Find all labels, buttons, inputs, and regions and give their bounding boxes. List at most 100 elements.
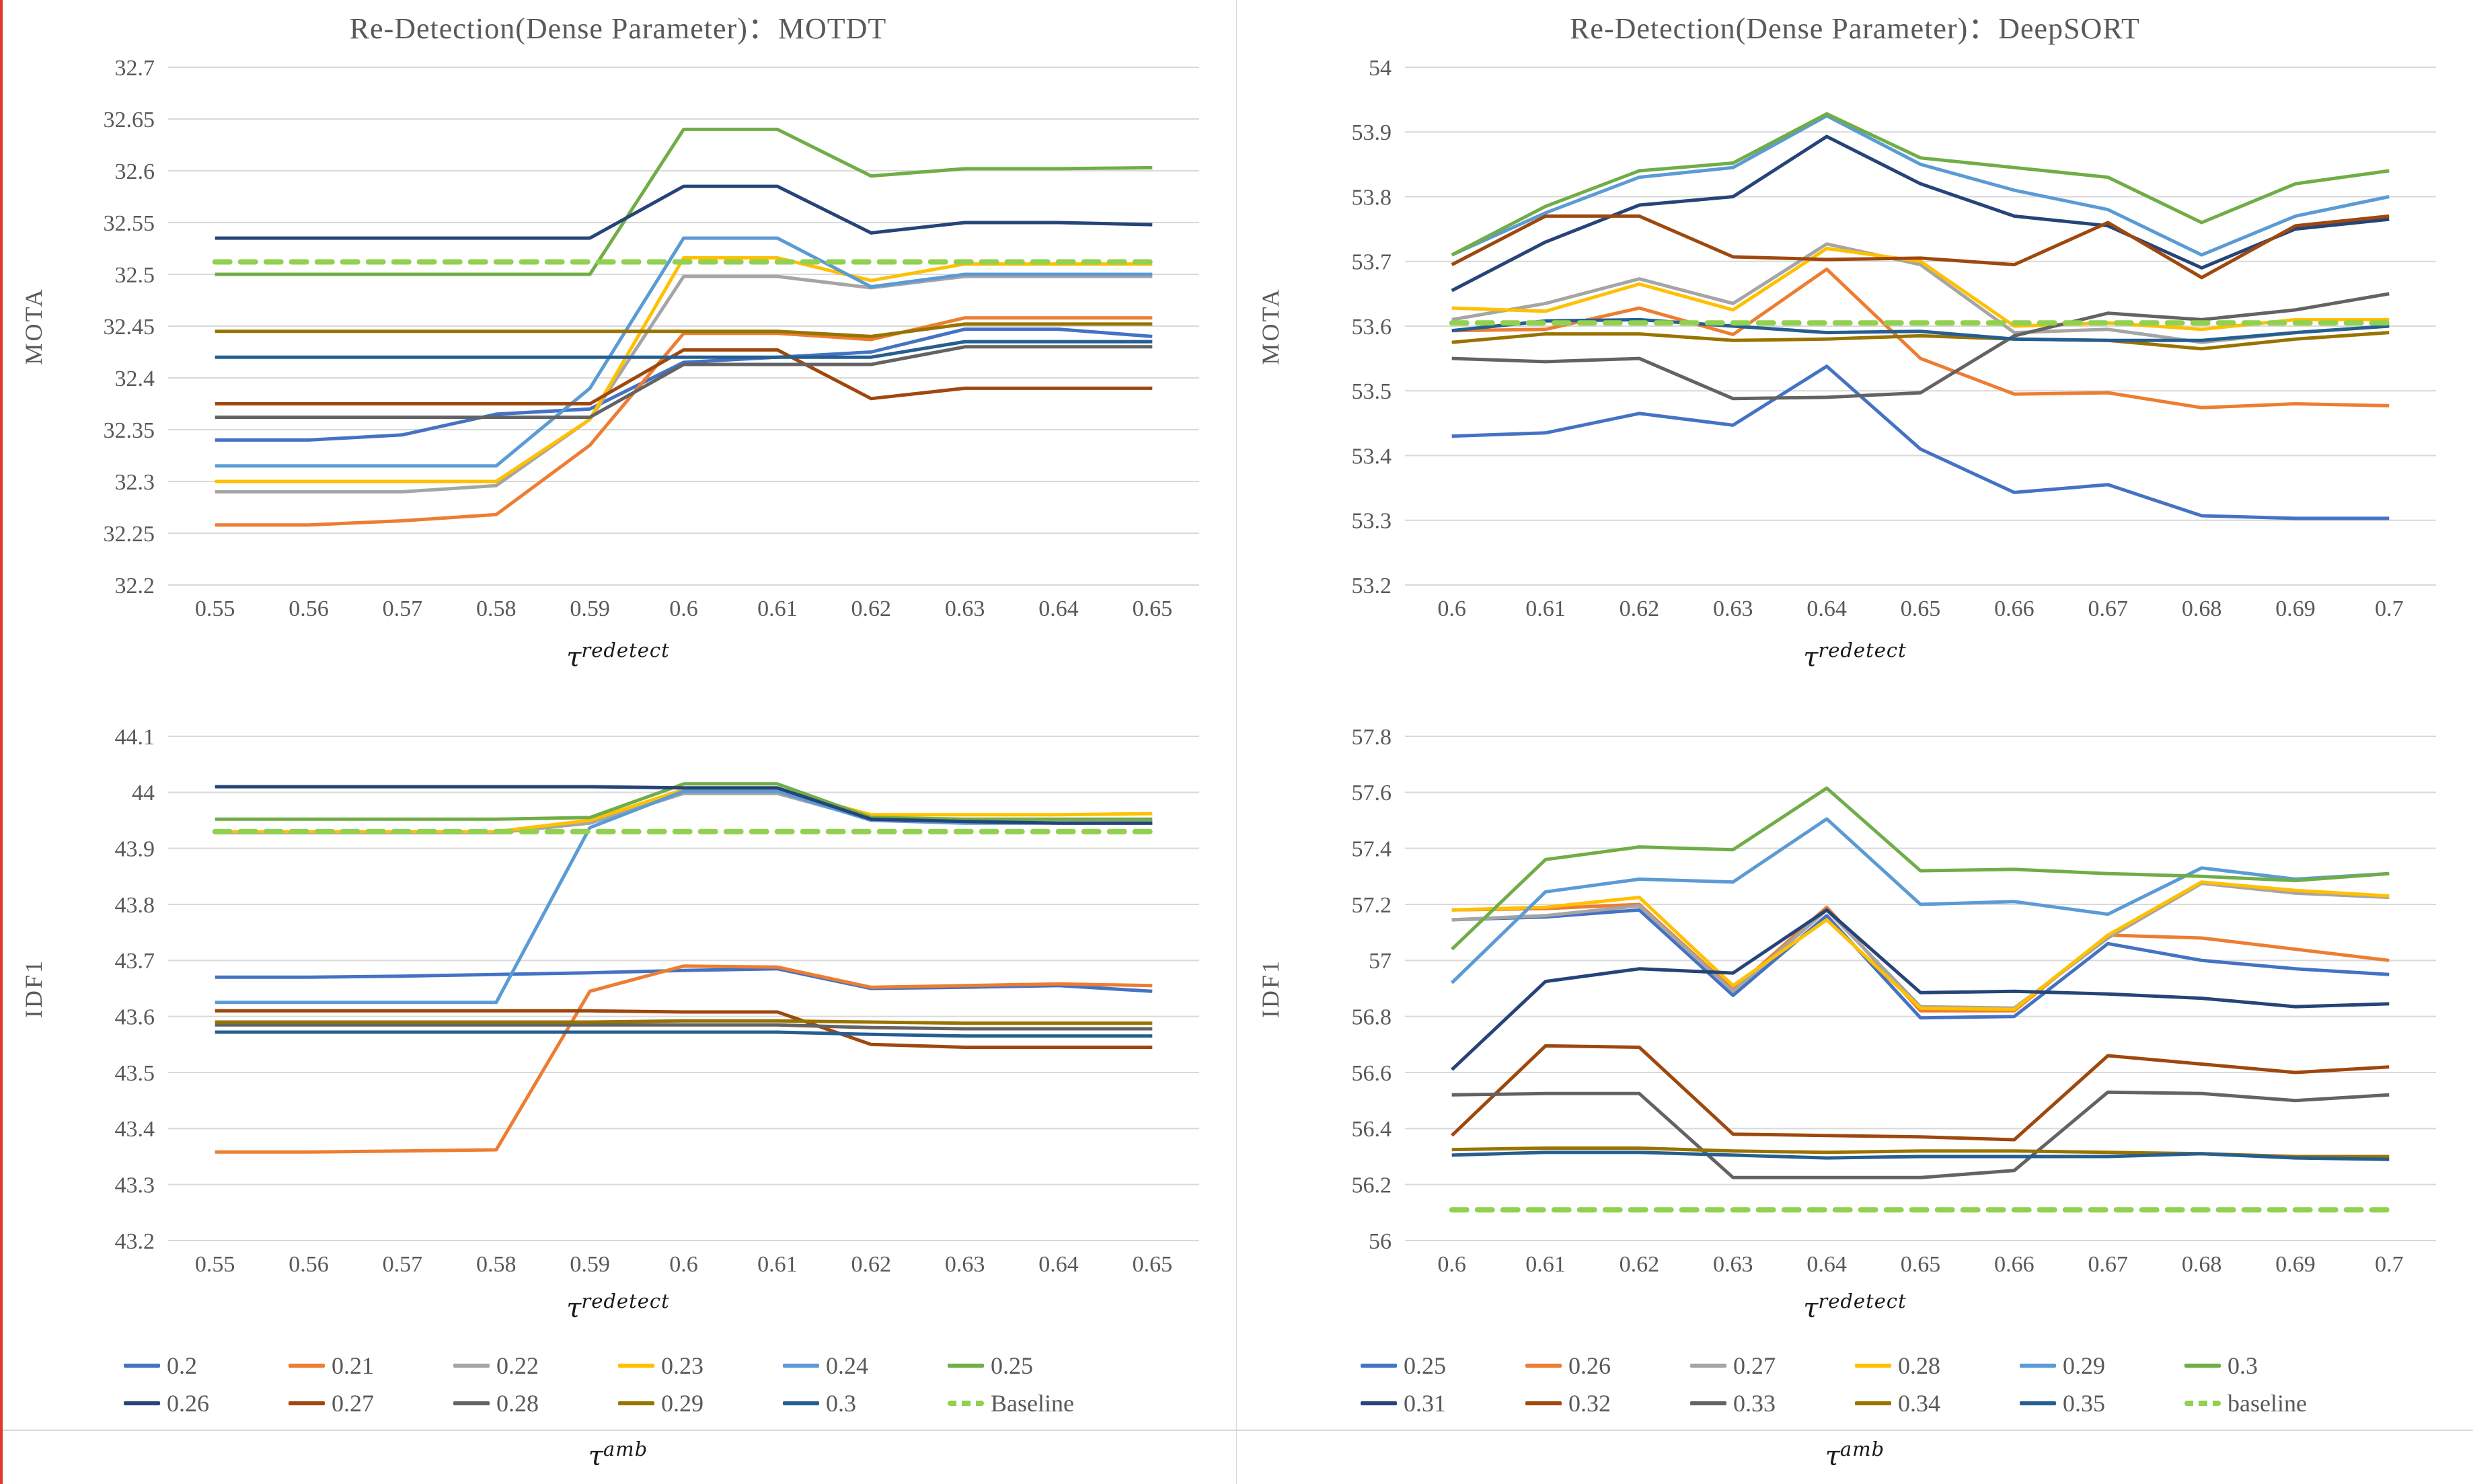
x-tick-label: 0.69	[2275, 596, 2316, 621]
legend-label: 0.33	[1733, 1390, 1776, 1417]
legend-label: 0.29	[2063, 1352, 2105, 1379]
series-line-0.23	[215, 256, 1153, 483]
series-line-0.31	[1451, 134, 2390, 292]
x-tick-label: 0.65	[1133, 596, 1173, 621]
series-line-0.25	[1451, 908, 2390, 1020]
series-line-0.35	[1451, 1150, 2390, 1161]
legend-label: 0.22	[496, 1352, 539, 1379]
legend-swatch-line	[1855, 1401, 1891, 1405]
x-tick-label: 0.62	[851, 1252, 891, 1277]
legend-item-baseline: baseline	[2184, 1389, 2349, 1417]
legend-swatch-line	[783, 1401, 819, 1405]
y-tick-labels: 56 56.2 56.4 56.6 56.8 57 57.2 57.4 57.6 57.8	[1352, 725, 1392, 1254]
legend-label: 0.35	[2063, 1390, 2105, 1417]
y-tick-label: 43.8	[115, 893, 155, 918]
legend-item-0.24: 0.24	[783, 1352, 948, 1380]
legend-swatch-dashed-line	[948, 1401, 984, 1406]
x-tick-label: 0.57	[383, 1252, 423, 1277]
chart-motdt-idf1: 43.2 43.3 43.4 43.5 43.6 43.7 43.8 43.9 44 44.1 0.…	[20, 725, 1199, 1277]
series-line-0.25	[1451, 364, 2390, 520]
x-tick-label: 0.66	[1994, 596, 2034, 621]
series-line-0.29	[215, 1019, 1153, 1025]
legend-label: 0.3	[2228, 1352, 2258, 1379]
legend-swatch-line	[2020, 1364, 2056, 1368]
y-tick-label: 53.9	[1352, 120, 1392, 145]
x-tick-label: 0.64	[1806, 596, 1847, 621]
series-line-0.2	[215, 327, 1153, 442]
legend-item-0.3: 0.3	[2184, 1352, 2349, 1380]
panel-deepsort: Re-Detection(Dense Parameter)：DeepSORT 5…	[1237, 0, 2473, 1484]
legend-swatch-dashed-line	[2184, 1401, 2221, 1406]
x-tick-label: 0.64	[1038, 1252, 1079, 1277]
legend-motdt: 0.2 0.21 0.22 0.23 0.24 0.25 0.26 0.27 0.28 0.29 0…	[0, 1352, 1236, 1427]
legend-swatch-line	[618, 1364, 654, 1368]
y-tick-label: 32.4	[115, 366, 155, 391]
series-line-0.33	[1451, 1090, 2390, 1179]
series-line-0.27	[215, 348, 1153, 405]
series-line-0.35	[1451, 317, 2390, 342]
legend-swatch-line	[453, 1364, 490, 1368]
x-tick-label: 0.6	[1437, 596, 1466, 621]
legend-swatch-line	[124, 1401, 160, 1405]
legend-swatch-line	[1690, 1364, 1726, 1368]
legend-label: 0.29	[661, 1390, 703, 1417]
x-tick-label: 0.7	[2375, 1252, 2404, 1277]
y-tick-label: 43.2	[115, 1229, 155, 1254]
legend-item-0.21: 0.21	[289, 1352, 453, 1380]
x-tick-label: 0.61	[757, 596, 798, 621]
x-tick-label: 0.61	[1525, 596, 1566, 621]
y-tick-labels: 53.2 53.3 53.4 53.5 53.6 53.7 53.8 53.9 54	[1352, 56, 1392, 598]
y-tick-label: 54	[1369, 56, 1392, 81]
series-line-0.28	[1451, 880, 2390, 1011]
series-line-0.21	[215, 964, 1153, 1154]
legend-label: 0.27	[332, 1390, 374, 1417]
legend-label: 0.25	[1404, 1352, 1446, 1379]
legend-swatch-line	[1361, 1364, 1397, 1368]
legend-row: 0.26 0.27 0.28 0.29 0.3 Baseline	[0, 1389, 1236, 1417]
x-tick-label: 0.64	[1038, 596, 1079, 621]
series-lines	[212, 782, 1155, 1154]
gridlines	[1405, 736, 2436, 1241]
legend-deepsort: 0.25 0.26 0.27 0.28 0.29 0.3 0.31 0.32 0.33 0.34 0…	[1237, 1352, 2473, 1427]
legend-item-0.27: 0.27	[1690, 1352, 1855, 1380]
series-lines	[212, 127, 1155, 527]
legend-item-0.2: 0.2	[124, 1352, 289, 1380]
legend-item-0.26: 0.26	[1525, 1352, 1690, 1380]
legend-swatch-line	[289, 1364, 325, 1368]
legend-swatch-line	[289, 1401, 325, 1405]
legend-swatch-line	[1525, 1401, 1562, 1405]
legend-item-0.32: 0.32	[1525, 1389, 1690, 1417]
series-line-0.26	[1451, 902, 2390, 1013]
x-tick-label: 0.59	[570, 1252, 610, 1277]
y-tick-label: 32.7	[115, 56, 155, 81]
y-tick-label: 53.6	[1352, 315, 1392, 340]
series-line-0.29	[1450, 817, 2390, 984]
amb-axis-label: τamb	[1825, 1438, 1885, 1472]
y-tick-label: 53.8	[1352, 185, 1392, 210]
legend-item-0.3: 0.3	[783, 1389, 948, 1417]
x-tick-label: 0.62	[851, 596, 891, 621]
y-tick-label: 32.65	[104, 108, 155, 132]
series-line-0.34	[1451, 331, 2390, 351]
x-tick-label: 0.64	[1806, 1252, 1847, 1277]
legend-swatch-line	[948, 1364, 984, 1368]
legend-divider	[0, 1430, 1236, 1431]
y-tick-label: 32.45	[104, 315, 155, 340]
x-axis-label-redetect: τredetect	[566, 639, 670, 673]
x-tick-label: 0.67	[2088, 596, 2128, 621]
legend-item-0.28: 0.28	[1855, 1352, 2020, 1380]
legend-swatch-line	[1690, 1401, 1726, 1405]
legend-item-0.35: 0.35	[2020, 1389, 2184, 1417]
y-tick-label: 53.2	[1352, 574, 1392, 598]
series-lines	[1449, 112, 2392, 520]
series-line-0.3	[215, 340, 1153, 359]
gridlines	[168, 736, 1199, 1241]
y-tick-label: 32.35	[104, 418, 155, 443]
x-tick-label: 0.63	[945, 1252, 985, 1277]
legend-item-0.33: 0.33	[1690, 1389, 1855, 1417]
x-tick-label: 0.63	[1713, 596, 1753, 621]
chart-motdt-mota: 32.2 32.25 32.3 32.35 32.4 32.45 32.5 32.55 32.6…	[20, 56, 1199, 621]
y-tick-label: 43.9	[115, 837, 155, 862]
x-tick-labels: 0.6 0.61 0.62 0.63 0.64 0.65 0.66 0.67 0.68 0.69 0…	[1437, 1252, 2403, 1277]
